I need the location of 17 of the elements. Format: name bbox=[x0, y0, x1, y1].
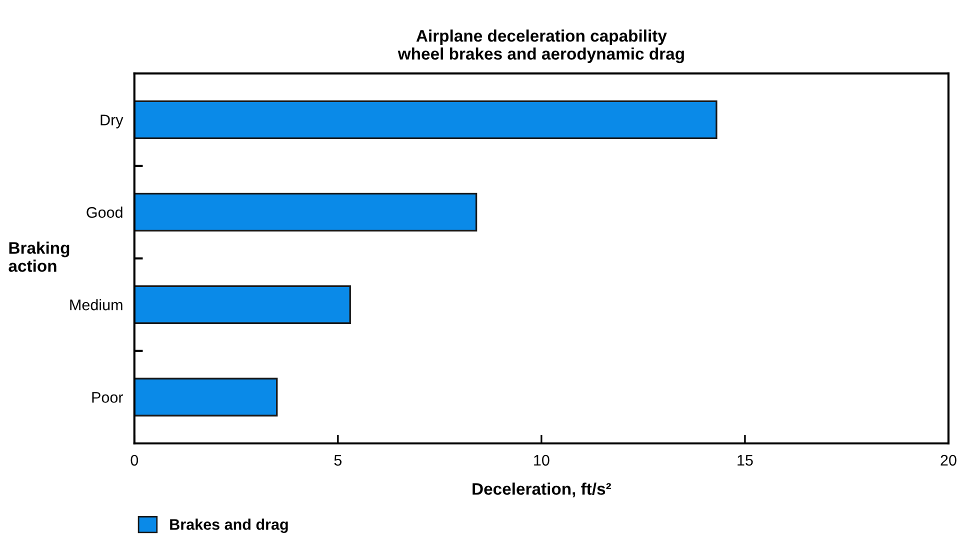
y-axis-title: Braking action bbox=[8, 242, 70, 272]
chart-title: Airplane deceleration capability wheel brakes and aerodynamic drag bbox=[398, 30, 684, 64]
x-tick-label: 0 bbox=[130, 454, 138, 466]
x-tick-label: 10 bbox=[534, 454, 550, 466]
bar bbox=[134, 378, 278, 416]
x-tick-label: 15 bbox=[738, 455, 753, 466]
x-tick-label: 5 bbox=[334, 455, 342, 466]
x-axis-title: Deceleration, ft/s² bbox=[472, 482, 612, 498]
bar bbox=[134, 285, 351, 324]
bar bbox=[134, 192, 478, 232]
y-tick-label: Good bbox=[86, 206, 122, 218]
y-tick-label: Poor bbox=[92, 392, 124, 403]
legend-label: Brakes and drag bbox=[170, 518, 288, 533]
y-tick-label: Medium bbox=[70, 299, 122, 310]
y-tick-label: Dry bbox=[100, 114, 124, 128]
bar bbox=[134, 100, 718, 140]
x-tick-label: 20 bbox=[940, 454, 956, 466]
